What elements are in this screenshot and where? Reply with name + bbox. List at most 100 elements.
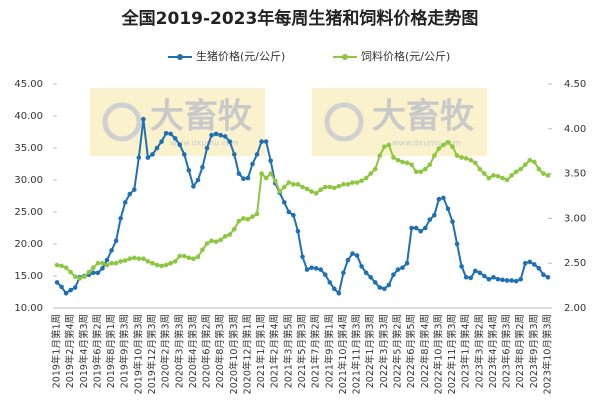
data-point [254, 152, 260, 157]
x-tick-label: 2019年2月第4周 [64, 314, 76, 388]
data-point [504, 177, 510, 183]
data-point [404, 160, 410, 166]
data-point [191, 184, 196, 189]
y-tick-label: 25.00 [14, 207, 43, 218]
x-tick-label: 2019年8月第1周 [105, 314, 117, 388]
data-point [432, 153, 437, 158]
x-tick-label: 2020年6月第2周 [201, 314, 213, 388]
data-point [386, 282, 392, 288]
data-point [536, 266, 542, 271]
watermark-text: 大畜牧 [150, 97, 253, 137]
data-point [86, 269, 92, 275]
data-point [377, 153, 383, 158]
data-point [54, 280, 60, 285]
data-point [463, 274, 469, 280]
data-point [336, 183, 342, 189]
data-point [463, 156, 469, 161]
x-tick-label: 2023年6月第3周 [501, 314, 513, 388]
data-point [263, 175, 269, 181]
data-point [509, 278, 514, 283]
x-tick-label: 2020年2月第3周 [160, 314, 172, 388]
data-point [122, 258, 128, 263]
data-point [472, 160, 478, 166]
data-point [163, 130, 169, 136]
data-point [482, 273, 487, 279]
data-point [227, 232, 233, 237]
data-point [332, 286, 337, 292]
y-tick-label: 30.00 [14, 175, 43, 186]
data-point [118, 216, 123, 221]
data-point [222, 234, 228, 239]
y-tick-label: 10.00 [14, 303, 43, 314]
y2-tick-label: 3.00 [564, 213, 586, 224]
x-tick-label: 2021年3月第5周 [282, 314, 294, 388]
data-point [268, 158, 273, 164]
x-tick-label: 2019年9月第3周 [119, 314, 131, 388]
data-point [522, 260, 528, 266]
data-point [81, 274, 87, 279]
data-point [104, 262, 110, 268]
data-point [400, 159, 405, 165]
data-point [272, 178, 278, 184]
data-point [91, 270, 96, 276]
x-tick-label: 2021年11月第3周 [351, 314, 363, 394]
data-point [150, 260, 155, 266]
data-point [322, 272, 328, 278]
data-point [122, 200, 128, 205]
data-point [400, 265, 405, 270]
data-point [177, 142, 183, 148]
data-point [91, 265, 96, 270]
data-point [350, 251, 355, 256]
data-point [536, 166, 542, 172]
data-point [291, 212, 296, 218]
data-point [486, 276, 492, 282]
data-point [454, 153, 460, 158]
data-point [359, 178, 364, 184]
data-point [141, 116, 146, 122]
data-point [382, 144, 387, 150]
data-point [341, 270, 346, 276]
data-point [131, 255, 137, 261]
y2-tick-label: 2.00 [564, 303, 586, 314]
watermark-url: www.dxumu.com [170, 139, 239, 148]
data-point [250, 214, 255, 219]
data-point [104, 257, 110, 263]
data-point [209, 238, 214, 244]
data-point [191, 256, 196, 262]
data-point [386, 142, 392, 148]
x-tick-label: 2022年1月第3周 [364, 314, 376, 388]
data-point [541, 272, 546, 278]
x-tick-label: 2019年1月第1周 [51, 314, 63, 388]
data-point [441, 195, 446, 201]
data-point [150, 152, 155, 157]
data-point [245, 175, 251, 181]
data-point [518, 166, 524, 172]
data-point [172, 259, 178, 264]
chart-title: 全国2019-2023年每周生猪和饲料价格走势图 [121, 8, 479, 29]
data-point [177, 253, 183, 259]
y2-tick-label: 4.50 [564, 79, 586, 90]
data-point [327, 184, 333, 190]
data-point [68, 269, 73, 275]
data-point [300, 254, 305, 260]
x-tick-label: 2023年9月第3周 [528, 314, 540, 388]
data-point [72, 274, 78, 279]
data-point [268, 171, 273, 176]
data-point [422, 225, 428, 231]
data-point [359, 264, 364, 269]
x-tick-label: 2023年1月第4周 [460, 314, 472, 388]
data-point [181, 152, 187, 157]
data-point [304, 267, 310, 272]
data-point [241, 216, 246, 221]
data-point [113, 238, 119, 244]
data-point [477, 270, 483, 276]
data-point [382, 286, 387, 292]
data-point [341, 182, 346, 187]
x-tick-label: 2019年6月第2周 [91, 314, 103, 388]
data-point [77, 276, 83, 281]
data-point [354, 180, 360, 185]
data-point [186, 168, 192, 173]
watermark-url: www.dxumu.com [392, 139, 461, 148]
data-point [200, 164, 205, 170]
